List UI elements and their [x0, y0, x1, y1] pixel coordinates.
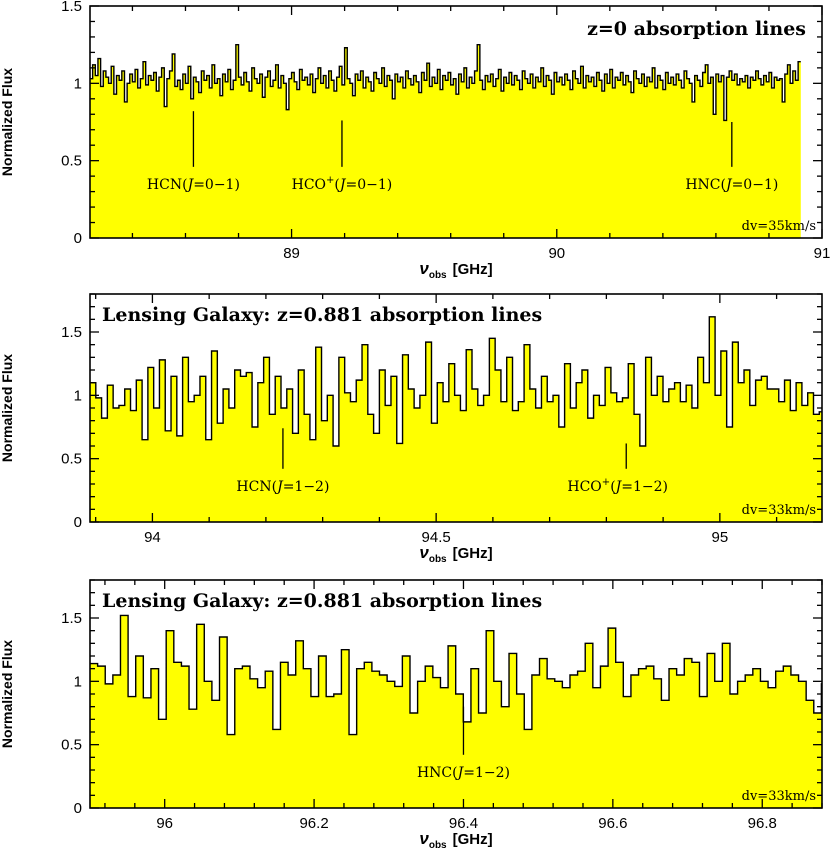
line-label-hcn: HCN(J=1−2) [236, 479, 329, 495]
y-axis-label: Normalized Flux [0, 68, 15, 176]
x-tick-label: 90 [548, 245, 565, 262]
flux-fill [90, 316, 822, 522]
velocity-resolution-note: dv=33km/s [742, 503, 816, 518]
y-tick-label: 0 [74, 514, 82, 531]
line-label-hco: HCO+(J=0−1) [292, 175, 393, 193]
x-tick-label: 89 [283, 245, 300, 262]
y-tick-label: 1 [74, 387, 82, 404]
x-tick-label: 94 [144, 529, 161, 546]
x-tick-label: 95 [712, 529, 729, 546]
velocity-resolution-note: dv=33km/s [742, 789, 816, 804]
line-label-hnc: HNC(J=0−1) [685, 177, 778, 193]
panel-title: z=0 absorption lines [587, 18, 806, 40]
flux-fill [90, 615, 822, 808]
flux-spectrum-line [90, 316, 822, 447]
x-tick-label: 96.2 [299, 815, 328, 832]
plot-frame [89, 5, 823, 239]
x-axis-label: νobs [GHz] [419, 543, 492, 565]
y-tick-label: 1.5 [61, 324, 82, 341]
y-tick-label: 1.5 [61, 610, 82, 627]
y-tick-label: 1 [74, 673, 82, 690]
velocity-resolution-note: dv=35km/s [742, 219, 816, 234]
y-tick-label: 0.5 [61, 451, 82, 468]
panel-3: 96 96.2 96.4 96.6 96.8 0 0.5 1 1.5 Normalized Flu… [0, 579, 823, 851]
flux-fill [90, 44, 801, 238]
x-axis-label: νobs [GHz] [419, 829, 492, 851]
y-tick-label: 0 [74, 230, 82, 247]
panel-1: 89 90 91 0 0.5 1 1.5 Normalized Flux νobs [GHz] z=… [0, 0, 830, 281]
flux-spectrum-line [90, 614, 823, 736]
flux-spectrum-line [90, 43, 801, 122]
x-axis-label: νobs [GHz] [419, 259, 492, 281]
x-tick-label: 91 [814, 245, 830, 262]
line-label-hcn: HCN(J=0−1) [147, 177, 240, 193]
panel-title: Lensing Galaxy: z=0.881 absorption lines [102, 590, 542, 612]
x-tick-label: 96 [156, 815, 173, 832]
line-label-hnc: HNC(J=1−2) [417, 765, 510, 781]
x-tick-label: 96.8 [748, 815, 777, 832]
y-tick-label: 0.5 [61, 153, 82, 170]
y-tick-label: 0.5 [61, 737, 82, 754]
y-axis-label: Normalized Flux [0, 354, 15, 462]
x-tick-label: 94.5 [422, 529, 451, 546]
y-tick-label: 1.5 [61, 0, 82, 15]
panel-2: 94 94.5 95 0 0.5 1 1.5 Normalized Flux νobs [GHz]… [0, 293, 823, 565]
y-axis-label: Normalized Flux [0, 640, 15, 748]
x-tick-label: 96.6 [598, 815, 627, 832]
x-tick-label: 96.4 [449, 815, 478, 832]
panel-title: Lensing Galaxy: z=0.881 absorption lines [102, 304, 542, 326]
line-label-hco: HCO+(J=1−2) [567, 477, 668, 495]
y-tick-label: 1 [74, 75, 82, 92]
y-tick-label: 0 [74, 800, 82, 817]
